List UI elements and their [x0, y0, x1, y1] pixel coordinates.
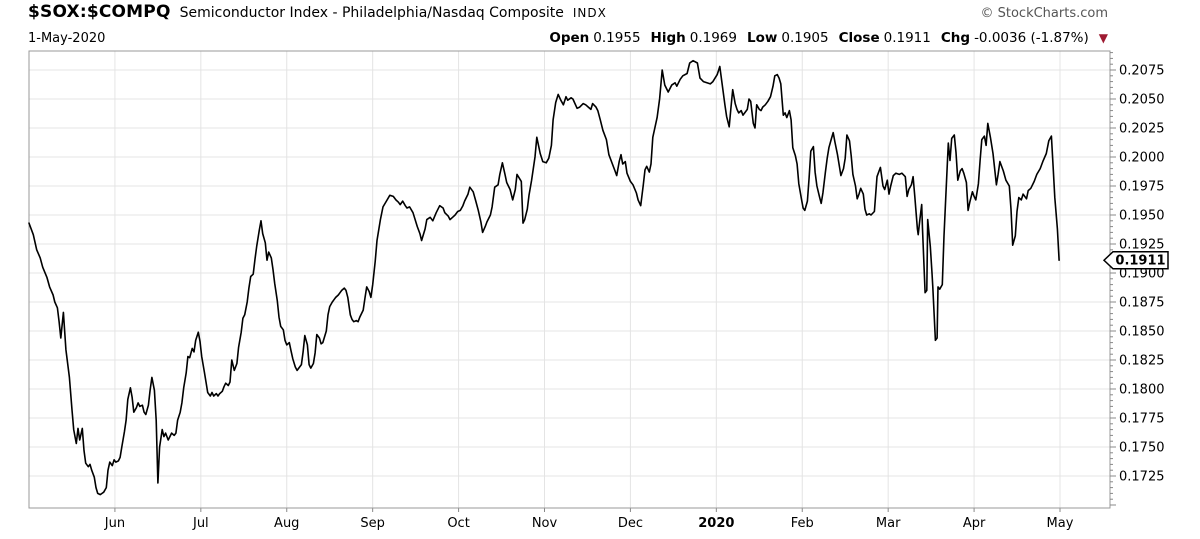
- x-tick-label: Jun: [104, 516, 125, 531]
- close-value: 0.1911: [883, 30, 931, 46]
- y-tick-label: 0.1975: [1119, 180, 1165, 195]
- y-tick-label: 0.1725: [1119, 470, 1165, 485]
- x-tick-label: Feb: [791, 516, 814, 531]
- x-tick-label: Sep: [360, 516, 385, 531]
- y-tick-label: 0.2025: [1119, 122, 1165, 137]
- chart-title-row: $SOX:$COMPQ Semiconductor Index - Philad…: [28, 2, 607, 22]
- open-label: Open: [549, 30, 590, 46]
- high-value: 0.1969: [689, 30, 737, 46]
- close-label: Close: [838, 30, 880, 46]
- x-tick-label: Aug: [274, 516, 299, 531]
- change-value: -0.0036 (-1.87%): [974, 30, 1089, 46]
- high-label: High: [650, 30, 686, 46]
- y-tick-label: 0.1850: [1119, 325, 1165, 340]
- x-tick-label: 2020: [698, 516, 734, 531]
- quote-date: 1-May-2020: [28, 31, 106, 46]
- y-tick-label: 0.2075: [1119, 64, 1165, 79]
- x-tick-label: May: [1047, 516, 1074, 531]
- open-value: 0.1955: [593, 30, 641, 46]
- gridlines: [29, 51, 1110, 508]
- x-tick-label: Mar: [876, 516, 901, 531]
- close-pair: Close 0.1911: [839, 30, 931, 46]
- x-tick-label: Oct: [447, 516, 469, 531]
- y-tick-label: 0.1925: [1119, 238, 1165, 253]
- x-axis-labels: Jun Jul Aug Sep Oct Nov Dec 2020 Feb Mar Apr May: [104, 516, 1074, 531]
- low-pair: Low 0.1905: [747, 30, 829, 46]
- y-tick-label: 0.1825: [1119, 354, 1165, 369]
- x-tick-label: Jul: [192, 516, 209, 531]
- exchange-label: INDX: [572, 6, 607, 20]
- x-tick-label: Apr: [963, 516, 986, 531]
- high-pair: High 0.1969: [651, 30, 737, 46]
- open-pair: Open 0.1955: [549, 30, 640, 46]
- symbol-title: $SOX:$COMPQ: [28, 2, 171, 22]
- change-label: Chg: [940, 30, 971, 46]
- low-value: 0.1905: [781, 30, 829, 46]
- axes: [28, 50, 1116, 512]
- chart-description: Semiconductor Index - Philadelphia/Nasda…: [179, 5, 564, 21]
- price-line: [28, 59, 1060, 496]
- y-tick-label: 0.1775: [1119, 412, 1165, 427]
- stockcharts-copyright: © StockCharts.com: [980, 6, 1108, 21]
- change-down-triangle-icon: ▼: [1098, 31, 1108, 45]
- y-tick-label: 0.2000: [1119, 151, 1165, 166]
- x-tick-label: Nov: [532, 516, 558, 531]
- last-price-tag: 0.1911: [1102, 250, 1169, 270]
- y-tick-label: 0.1900: [1119, 267, 1165, 282]
- y-tick-label: 0.1875: [1119, 296, 1165, 311]
- y-tick-label: 0.2050: [1119, 93, 1165, 108]
- y-tick-label: 0.1800: [1119, 383, 1165, 398]
- x-tick-label: Dec: [618, 516, 643, 531]
- change-pair: Chg -0.0036 (-1.87%): [941, 30, 1089, 46]
- last-price-value: 0.1911: [1115, 254, 1165, 269]
- y-axis-labels: 0.2075 0.2050 0.2025 0.2000 0.1975 0.1950 0.19…: [1119, 64, 1165, 485]
- y-tick-label: 0.1950: [1119, 209, 1165, 224]
- ohlc-quote-row: Open 0.1955 High 0.1969 Low 0.1905 Close 0.1…: [549, 30, 1108, 46]
- low-label: Low: [747, 30, 778, 46]
- y-tick-label: 0.1750: [1119, 441, 1165, 456]
